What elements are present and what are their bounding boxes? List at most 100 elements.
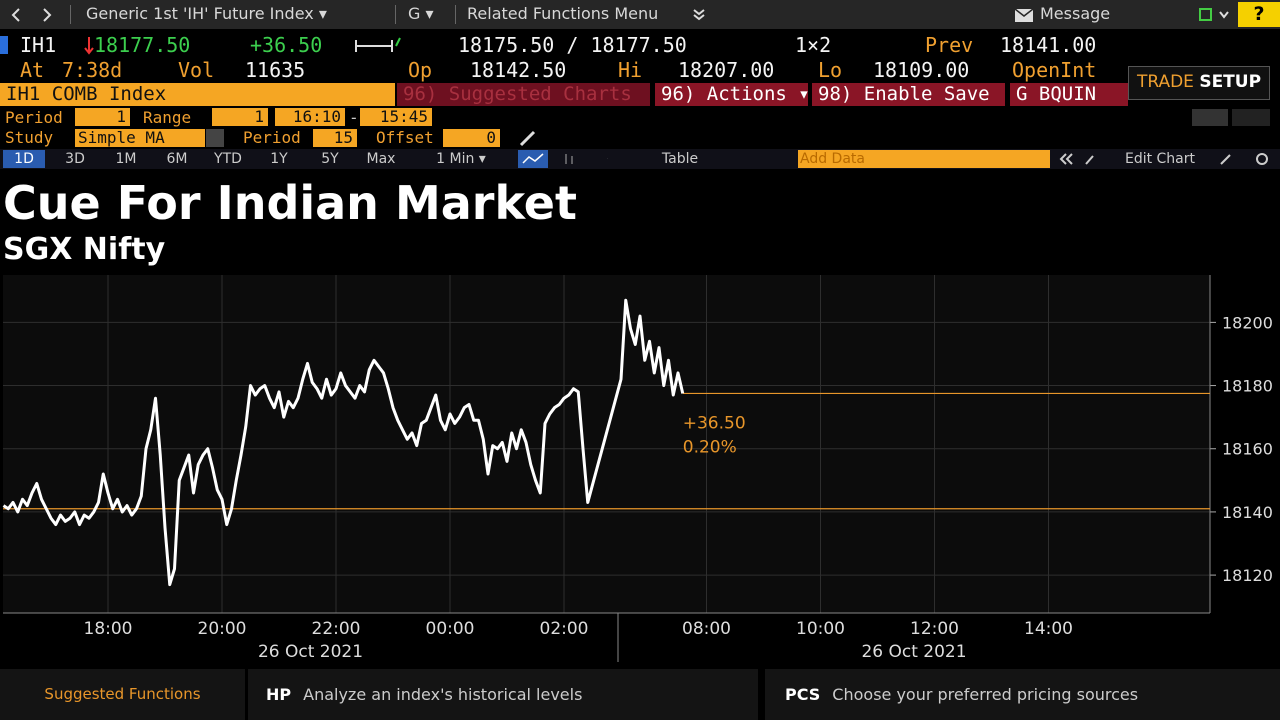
tick-icon <box>355 37 401 52</box>
study-dropdown[interactable] <box>206 129 224 147</box>
x-tick-label: 18:00 <box>84 619 133 639</box>
volume: 11635 <box>245 58 306 82</box>
g-menu[interactable]: G ▾ <box>408 4 434 23</box>
chart-title: Cue For Indian Market <box>3 176 577 230</box>
offset-input[interactable]: 0 <box>443 129 500 147</box>
redo-button[interactable] <box>1232 109 1270 126</box>
separator <box>455 5 456 24</box>
range-tab[interactable]: 3D <box>65 151 85 167</box>
study-period-label: Period <box>243 128 301 147</box>
function-description: Choose your preferred pricing sources <box>832 685 1139 704</box>
undo-button[interactable] <box>1192 109 1228 126</box>
size: 1×2 <box>795 33 832 57</box>
security-marker <box>0 36 8 54</box>
interval-menu[interactable]: 1 Min ▾ <box>436 151 486 167</box>
message[interactable]: Message <box>1040 4 1111 23</box>
collapse-icon[interactable] <box>1058 151 1094 167</box>
open: 18142.50 <box>470 58 567 82</box>
trade-setup[interactable]: TRADE SETUP <box>1128 66 1270 100</box>
function-description: Analyze an index's historical levels <box>303 685 583 704</box>
message-icon[interactable] <box>1015 9 1033 22</box>
range-count-input[interactable]: 1 <box>212 108 268 126</box>
study-period-input[interactable]: 15 <box>313 129 357 147</box>
chart-subtitle: SGX Nifty <box>3 232 166 267</box>
x-tick-label: 14:00 <box>1024 619 1073 639</box>
help-button[interactable]: ? <box>1238 2 1280 27</box>
range-start-input[interactable]: 16:10 <box>275 108 345 126</box>
y-tick-label: 18180 <box>1222 377 1273 396</box>
y-tick-label: 18140 <box>1222 503 1273 522</box>
low: 18109.00 <box>873 58 970 82</box>
function-code: HP <box>266 685 292 704</box>
study-label: Study <box>5 128 54 147</box>
range-separator: - <box>349 108 359 127</box>
security[interactable]: IH1 COMB Index <box>0 83 395 106</box>
prev-label: Prev <box>925 33 974 57</box>
x-tick-label: 08:00 <box>682 619 731 639</box>
separator <box>395 5 396 24</box>
open-interest-label: OpenInt <box>1012 58 1097 82</box>
study-input[interactable]: Simple MA <box>75 129 205 147</box>
function-title[interactable]: Generic 1st 'IH' Future Index ▾ <box>86 4 327 23</box>
x-date-label: 26 Oct 2021 <box>258 642 363 662</box>
setup-label: SETUP <box>1199 72 1262 92</box>
range-tab[interactable]: 6M <box>166 151 188 167</box>
range-tab[interactable]: 1M <box>115 151 137 167</box>
y-tick-label: 18200 <box>1222 313 1273 332</box>
related-menu[interactable]: Related Functions Menu <box>467 4 659 23</box>
x-tick-label: 02:00 <box>540 619 589 639</box>
add-data-input[interactable]: Add Data <box>798 150 1050 168</box>
y-tick-label: 18120 <box>1222 566 1273 585</box>
footer-function[interactable]: HP Analyze an index's historical levels <box>248 669 758 720</box>
enable-save-button[interactable]: 98) Enable Save <box>812 83 1005 106</box>
range-tab[interactable]: Max <box>366 151 396 167</box>
trade-label: TRADE <box>1136 72 1194 92</box>
y-tick-label: 18160 <box>1222 440 1273 459</box>
period-input[interactable]: 1 <box>75 108 130 126</box>
period-label: Period <box>5 108 63 127</box>
x-tick-label: 00:00 <box>426 619 475 639</box>
nav-arrows[interactable] <box>8 6 58 24</box>
range-tab[interactable]: 1D <box>3 150 45 168</box>
time: 7:38d <box>62 58 123 82</box>
top-bar <box>0 0 1280 29</box>
down-arrow <box>84 37 94 55</box>
window-icons[interactable] <box>1198 6 1234 24</box>
price-line <box>2 298 685 587</box>
x-tick-label: 10:00 <box>796 619 845 639</box>
pencil-icon[interactable] <box>518 128 538 148</box>
change-annotation: +36.50 <box>683 413 746 433</box>
menu-chevron <box>693 9 705 21</box>
ticker: IH1 <box>20 33 57 57</box>
table-tab[interactable]: Table <box>661 151 699 167</box>
net-change: +36.50 <box>250 33 323 57</box>
prev: 18141.00 <box>1000 33 1097 57</box>
vol-label: Vol <box>178 58 215 82</box>
range-tab[interactable]: YTD <box>214 151 242 167</box>
change-annotation: 0.20% <box>683 437 737 457</box>
edit-chart-button[interactable]: Edit Chart <box>1124 151 1196 167</box>
suggested-charts[interactable]: 96) Suggested Charts <box>397 83 650 106</box>
actions-button[interactable]: 96) Actions ▾ <box>655 83 810 106</box>
offset-label: Offset <box>376 128 434 147</box>
suggested-functions[interactable]: Suggested Functions <box>0 669 245 720</box>
separator <box>70 5 71 24</box>
x-tick-label: 22:00 <box>312 619 361 639</box>
range-label: Range <box>143 108 192 127</box>
range-tab[interactable]: 5Y <box>321 151 339 167</box>
g-code[interactable]: G BQUIN <box>1010 83 1128 106</box>
settings-icons[interactable] <box>1218 151 1274 167</box>
chart-type-icons[interactable] <box>518 150 608 168</box>
high: 18207.00 <box>678 58 775 82</box>
x-date-label: 26 Oct 2021 <box>861 642 966 662</box>
range-end-input[interactable]: 15:45 <box>360 108 432 126</box>
plot-area <box>3 275 1210 613</box>
footer-function[interactable]: PCS Choose your preferred pricing sources <box>765 669 1280 720</box>
x-tick-label: 12:00 <box>910 619 959 639</box>
bid-ask: 18175.50 / 18177.50 <box>458 33 687 57</box>
range-tab[interactable]: 1Y <box>270 151 288 167</box>
at-label: At <box>20 58 45 82</box>
